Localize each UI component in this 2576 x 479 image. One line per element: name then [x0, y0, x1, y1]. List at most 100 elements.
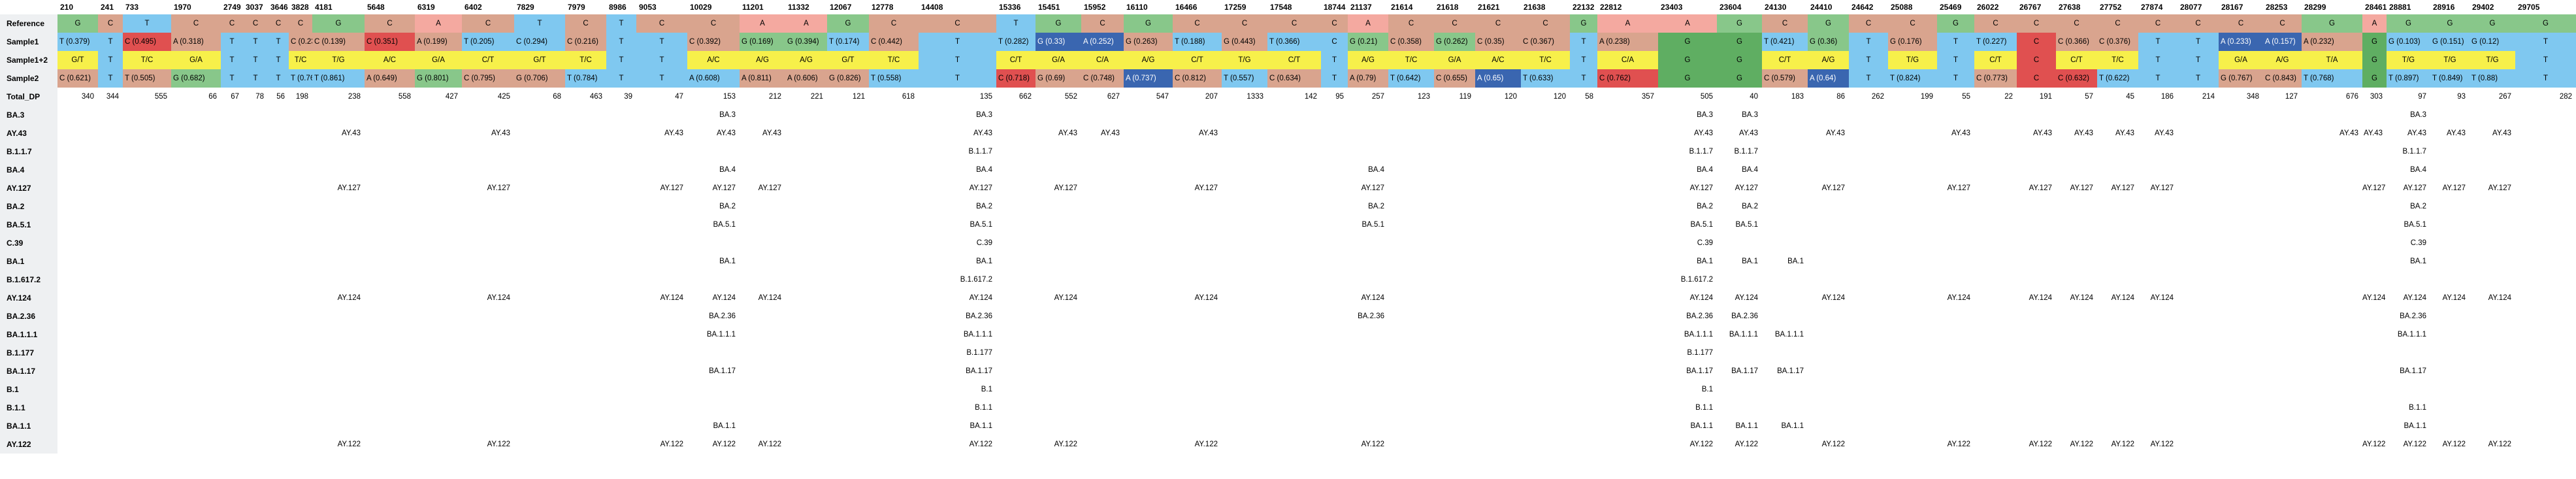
lineage-cell: AY.127	[1735, 184, 1758, 192]
sample12-cell: C/T	[996, 51, 1035, 69]
row-label: B.1.177	[7, 348, 35, 357]
row-label: Sample1	[7, 37, 39, 46]
lineage-cell: AY.127	[1361, 184, 1384, 192]
lineage-cell: AY.122	[1361, 440, 1384, 448]
row-label: BA.4	[7, 165, 25, 174]
sample2-cell: G	[2362, 69, 2387, 88]
total-dp-cell: 153	[723, 93, 736, 101]
lineage-cell: BA.2.36	[1686, 312, 1713, 320]
reference-cell: C	[687, 14, 740, 33]
total-dp-cell: 120	[1553, 93, 1566, 101]
sample1-cell: T (0.421)	[1762, 33, 1808, 51]
sample1-cell: T (0.227)	[1974, 33, 2017, 51]
position-header: 27752	[2100, 3, 2122, 12]
reference-cell: T	[123, 14, 171, 33]
sample2-cell: T	[636, 69, 687, 88]
sample1-cell: G (0.151)	[2430, 33, 2470, 51]
total-dp-cell: 68	[553, 93, 561, 101]
sample2-cell: C	[2017, 69, 2056, 88]
sample1-cell: T (0.282)	[996, 33, 1035, 51]
lineage-cell: AY.124	[2442, 294, 2466, 302]
sample12-cell: A/G	[785, 51, 827, 69]
position-header: 28881	[2389, 3, 2411, 12]
sample12-cell: G/T	[57, 51, 98, 69]
sample1-cell: T	[606, 33, 636, 51]
sample2-cell: C (0.634)	[1267, 69, 1321, 88]
lineage-cell: AY.43	[2340, 129, 2358, 137]
lineage-cell: AY.127	[1821, 184, 1845, 192]
reference-cell: A	[740, 14, 785, 33]
reference-cell: G	[2302, 14, 2362, 33]
row-label: BA.3	[7, 110, 25, 120]
sample1-cell: C	[1321, 33, 1348, 51]
sample1-cell: C (0.376)	[2097, 33, 2138, 51]
row-label-bg	[0, 51, 57, 69]
reference-cell: A	[1597, 14, 1658, 33]
sample12-cell: T/C	[289, 51, 312, 69]
lineage-cell: BA.4	[976, 166, 992, 174]
total-dp-cell: 348	[2246, 93, 2259, 101]
lineage-cell: AY.124	[337, 294, 361, 302]
sample12-cell: A/G	[1808, 51, 1849, 69]
row-label: BA.5.1	[7, 220, 31, 229]
row-label: BA.2.36	[7, 312, 36, 321]
sample12-cell: A/C	[365, 51, 415, 69]
lineage-cell: AY.43	[2115, 129, 2134, 137]
sample1-cell: C	[2017, 33, 2056, 51]
row-label-bg	[0, 252, 57, 271]
total-dp-cell: 135	[979, 93, 992, 101]
sample1-cell: T	[1849, 33, 1888, 51]
position-header: 4181	[315, 3, 333, 12]
lineage-cell: BA.1.17	[1777, 367, 1804, 375]
lineage-cell: B.1.177	[1687, 349, 1713, 357]
sample1-cell: G (0.262)	[1434, 33, 1475, 51]
lineage-cell: AY.127	[2403, 184, 2426, 192]
lineage-cell: BA.3	[719, 111, 736, 119]
sample2-cell: T (0.505)	[123, 69, 171, 88]
sample12-cell: G	[2362, 51, 2387, 69]
sample2-cell: T	[1321, 69, 1348, 88]
sample12-cell: C/A	[1081, 51, 1124, 69]
lineage-cell: BA.1	[1742, 257, 1758, 265]
position-header: 15952	[1084, 3, 1106, 12]
position-header: 9053	[639, 3, 657, 12]
total-dp-cell: 40	[1750, 93, 1758, 101]
sample12-cell: T/G	[1222, 51, 1267, 69]
sample12-cell: C/T	[1267, 51, 1321, 69]
lineage-cell: B.1.177	[966, 349, 992, 357]
reference-cell: C	[2263, 14, 2302, 33]
position-header: 21137	[1350, 3, 1372, 12]
total-dp-cell: 198	[295, 93, 308, 101]
sample12-cell: G/A	[1434, 51, 1475, 69]
position-header: 22812	[1600, 3, 1622, 12]
sample2-cell: G (0.706)	[514, 69, 565, 88]
row-label: Sample1+2	[7, 56, 48, 65]
row-label-bg	[0, 88, 57, 106]
sample2-cell: G (0.69)	[1035, 69, 1081, 88]
total-dp-cell: 58	[1585, 93, 1593, 101]
lineage-cell: B.1.617.2	[1680, 276, 1713, 284]
sample1-cell: T (0.188)	[1173, 33, 1222, 51]
sample12-cell: T/G	[1888, 51, 1937, 69]
row-label-bg	[0, 142, 57, 161]
sample12-cell: T	[1570, 51, 1597, 69]
sample12-cell: T/C	[123, 51, 171, 69]
lineage-cell: BA.1.1	[713, 422, 736, 430]
reference-cell: C	[1173, 14, 1222, 33]
total-dp-cell: 463	[589, 93, 602, 101]
sample1-cell: G (0.394)	[785, 33, 827, 51]
total-dp-cell: 93	[2457, 93, 2466, 101]
position-header: 12067	[830, 3, 852, 12]
sample2-cell: T (0.763)	[289, 69, 312, 88]
row-label: BA.1.1	[7, 421, 31, 431]
total-dp-cell: 425	[497, 93, 510, 101]
total-dp-cell: 558	[398, 93, 411, 101]
sample12-cell: G/T	[827, 51, 869, 69]
sample1-cell: G (0.36)	[1808, 33, 1849, 51]
sample2-cell: T (0.784)	[565, 69, 606, 88]
sample1-cell: T (0.205)	[462, 33, 514, 51]
lineage-cell: C.39	[2410, 239, 2426, 247]
lineage-cell: B.1.1.7	[1734, 148, 1758, 156]
lineage-cell: BA.5.1	[2404, 221, 2426, 229]
sample12-cell: T	[243, 51, 268, 69]
